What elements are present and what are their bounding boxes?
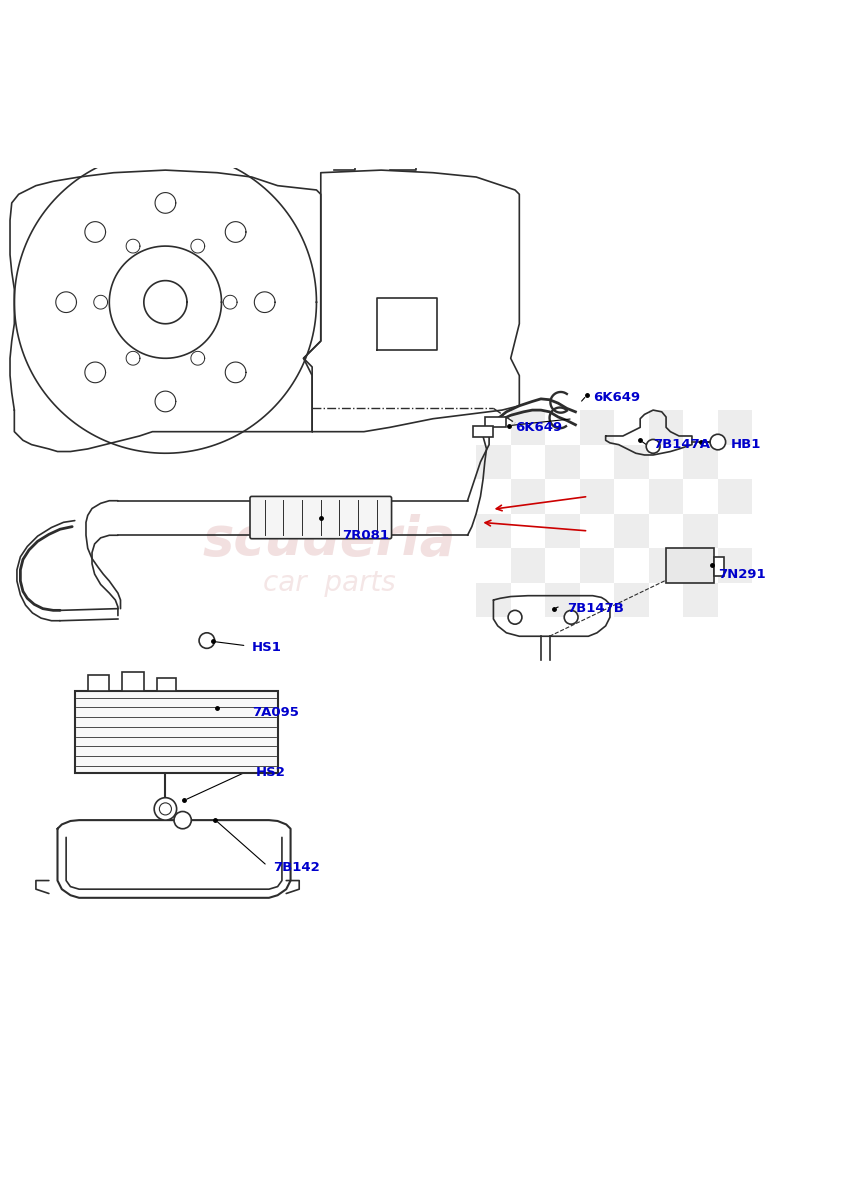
Text: scuderia: scuderia — [203, 514, 456, 565]
Bar — [485, 416, 506, 427]
Bar — [473, 426, 494, 437]
Bar — [476, 583, 511, 617]
Circle shape — [646, 439, 660, 454]
Bar — [546, 583, 579, 617]
Circle shape — [710, 434, 726, 450]
Bar — [546, 445, 579, 479]
Text: 7B147A: 7B147A — [653, 438, 710, 451]
Bar — [579, 410, 614, 445]
Bar — [683, 583, 718, 617]
Circle shape — [154, 798, 177, 820]
Bar — [666, 548, 714, 583]
Text: HS2: HS2 — [256, 766, 286, 779]
Bar — [476, 514, 511, 548]
Bar — [714, 557, 724, 576]
Bar — [718, 410, 753, 445]
Text: 7R081: 7R081 — [342, 529, 390, 541]
Circle shape — [199, 632, 215, 648]
Bar — [718, 479, 753, 514]
Bar — [157, 678, 176, 691]
Text: HS1: HS1 — [252, 641, 281, 654]
Text: 6K649: 6K649 — [592, 391, 640, 403]
Text: 6K649: 6K649 — [515, 421, 562, 434]
Text: 7B142: 7B142 — [274, 862, 320, 874]
Bar — [546, 514, 579, 548]
FancyBboxPatch shape — [250, 497, 391, 539]
Bar — [614, 445, 649, 479]
Bar — [683, 514, 718, 548]
Bar — [614, 583, 649, 617]
Bar — [649, 479, 683, 514]
Bar — [649, 410, 683, 445]
Text: car  parts: car parts — [263, 569, 396, 596]
Bar — [74, 691, 278, 773]
Bar — [511, 548, 546, 583]
Bar — [122, 672, 144, 691]
Bar — [649, 548, 683, 583]
Text: 7A095: 7A095 — [252, 706, 299, 719]
Circle shape — [508, 611, 522, 624]
Bar — [614, 514, 649, 548]
Bar — [718, 548, 753, 583]
Circle shape — [565, 611, 578, 624]
Bar — [683, 445, 718, 479]
Text: HB1: HB1 — [731, 438, 761, 451]
Text: 7B147B: 7B147B — [567, 602, 624, 616]
Bar — [511, 410, 546, 445]
Circle shape — [174, 811, 191, 829]
Bar — [511, 479, 546, 514]
Bar — [579, 548, 614, 583]
Bar — [87, 676, 109, 691]
Circle shape — [159, 803, 171, 815]
Bar — [579, 479, 614, 514]
Text: 7N291: 7N291 — [718, 568, 766, 581]
Bar — [476, 445, 511, 479]
